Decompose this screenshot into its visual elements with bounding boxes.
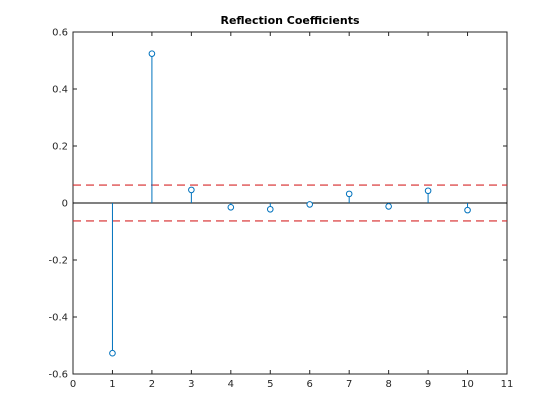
x-tick-label: 10 — [461, 379, 474, 390]
stem-marker — [345, 190, 353, 198]
stem-marker — [188, 186, 195, 194]
y-tick-label: 0.2 — [52, 142, 68, 153]
stem-marker — [306, 201, 314, 208]
plot-marks: 0 1 2 3 4 5 6 7 8 9 10 11 0.6 0.4 0.2 0 -0.2 -0.4 -0.6 — [48, 28, 513, 391]
x-tick-label: 1 — [109, 379, 115, 390]
stem-marker — [424, 187, 432, 195]
stem-marker — [464, 206, 471, 214]
x-tick-label: 6 — [307, 379, 313, 390]
y-tick-label: 0.6 — [52, 28, 68, 39]
y-tick-label: 0.4 — [52, 85, 68, 96]
y-tick-label: -0.4 — [48, 313, 68, 324]
stem-marker — [385, 203, 392, 210]
x-tick-label: 7 — [346, 379, 352, 390]
y-tick-label: -0.2 — [48, 256, 68, 267]
y-tick-label: 0 — [62, 199, 68, 210]
stem-marker — [227, 203, 235, 211]
x-tick-label: 2 — [149, 379, 155, 390]
stem-marker — [148, 50, 156, 57]
chart-title: Reflection Coefficients — [220, 14, 360, 27]
y-tick-label: -0.6 — [48, 370, 68, 381]
x-tick-label: 4 — [228, 379, 234, 390]
x-tick-label: 8 — [385, 379, 391, 390]
stem-marker — [266, 205, 274, 213]
stem-marker — [109, 349, 116, 357]
x-tick-label: 9 — [425, 379, 431, 390]
x-tick-label: 11 — [501, 379, 514, 390]
x-tick-label: 5 — [267, 379, 273, 390]
x-tick-label: 0 — [70, 379, 76, 390]
x-tick-label: 3 — [188, 379, 194, 390]
